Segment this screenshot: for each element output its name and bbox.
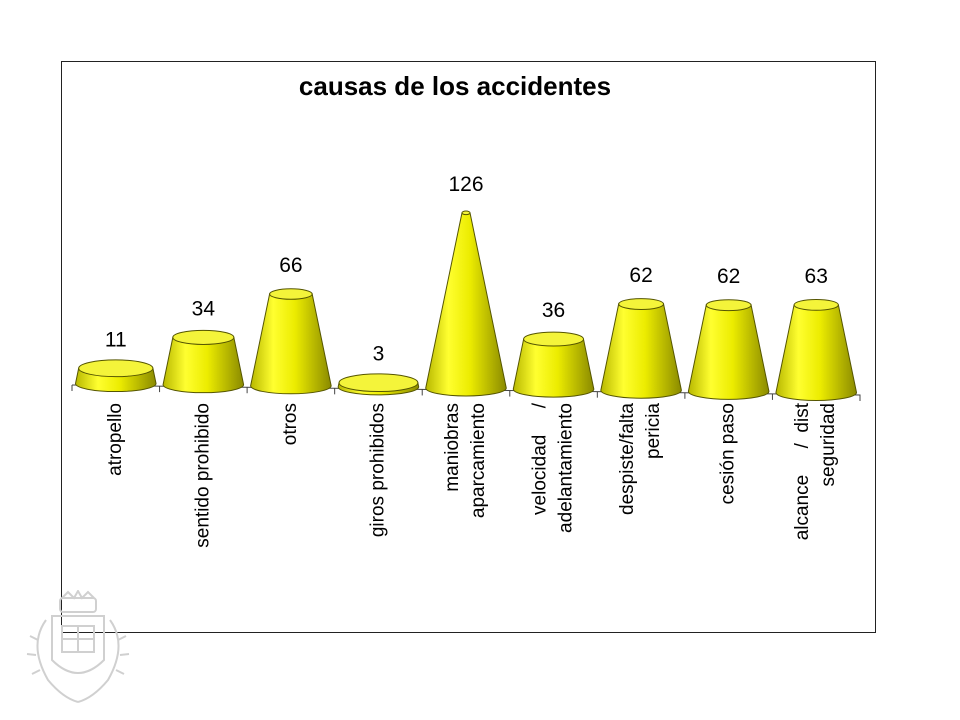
- category-labels: atropello sentido prohibido otros giros pro…: [105, 402, 839, 547]
- category-label: maniobras aparcamiento: [442, 403, 489, 518]
- data-label: 62: [717, 265, 740, 288]
- bar: [425, 210, 507, 397]
- data-label: 63: [805, 265, 828, 288]
- bar: [162, 329, 245, 394]
- category-label: giros prohibidos: [367, 403, 388, 537]
- data-label: 62: [629, 264, 652, 287]
- category-label: sentido prohibido: [192, 403, 213, 548]
- category-label: velocidad / adelantamiento: [530, 402, 577, 533]
- category-label-line: maniobras: [442, 403, 463, 492]
- bar-body: [250, 293, 332, 395]
- bar-cap: [523, 331, 584, 347]
- category-label: cesión paso: [718, 403, 739, 504]
- bar: [75, 359, 157, 393]
- category-label-line: sentido prohibido: [192, 403, 213, 548]
- bar: [600, 298, 682, 399]
- category-label-line: alcance / dist: [792, 402, 813, 540]
- bars: [75, 210, 857, 401]
- category-label: despiste/falta pericia: [617, 403, 664, 515]
- bar-body: [162, 336, 245, 394]
- category-label-line: despiste/falta: [617, 403, 638, 515]
- bar: [687, 299, 770, 400]
- bar-cap: [618, 298, 665, 310]
- data-label: 34: [192, 297, 216, 320]
- category-label: otros: [280, 403, 301, 445]
- category-label-line: adelantamiento: [556, 403, 577, 533]
- bar-cap: [269, 288, 313, 300]
- category-label-line: pericia: [643, 403, 664, 459]
- data-labels: 11 34 66 3 126 36 62 62 63: [105, 173, 828, 366]
- category-label-line: cesión paso: [718, 403, 739, 504]
- data-label: 126: [448, 173, 483, 196]
- chart-title: causas de los accidentes: [299, 71, 611, 101]
- data-label: 11: [105, 328, 127, 351]
- bar-cap: [705, 299, 752, 312]
- data-label: 3: [373, 343, 385, 366]
- category-label: alcance / dist seguridad: [792, 402, 839, 540]
- category-label-line: giros prohibidos: [367, 403, 388, 537]
- data-label: 66: [279, 254, 302, 277]
- bar-body: [775, 304, 857, 401]
- bar-body: [425, 212, 507, 397]
- category-label: atropello: [105, 403, 126, 476]
- bar-cap: [338, 373, 419, 393]
- bar-cap: [461, 210, 471, 216]
- bar-cap: [78, 359, 154, 378]
- bar-cap: [793, 298, 839, 311]
- bar: [337, 373, 420, 396]
- data-label: 36: [542, 299, 565, 322]
- bar-body: [687, 304, 770, 400]
- bar-body: [600, 303, 682, 399]
- bar-cap: [172, 329, 235, 345]
- bar: [775, 298, 857, 401]
- category-label-line: otros: [280, 403, 301, 445]
- bar: [512, 331, 595, 398]
- bar: [250, 288, 332, 395]
- category-label-line: aparcamiento: [468, 403, 489, 518]
- municipal-seal-watermark: [26, 590, 130, 703]
- axes: [71, 384, 861, 401]
- category-label-line: atropello: [105, 403, 126, 476]
- category-label-line: velocidad /: [530, 402, 551, 515]
- category-label-line: seguridad: [818, 403, 839, 486]
- bar-body: [512, 338, 595, 398]
